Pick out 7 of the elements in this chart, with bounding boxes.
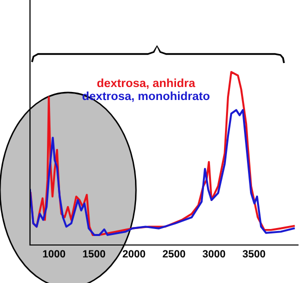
x-tick-label: 2000: [122, 250, 146, 258]
x-tick-label: 2500: [162, 250, 186, 258]
x-tick-label: 3500: [242, 250, 266, 258]
x-tick-label: 1000: [43, 250, 66, 258]
x-tick-label: 3000: [202, 250, 226, 258]
text: dextrosa, anhidra: [97, 78, 196, 89]
x-tick-label: 1500: [83, 250, 106, 258]
